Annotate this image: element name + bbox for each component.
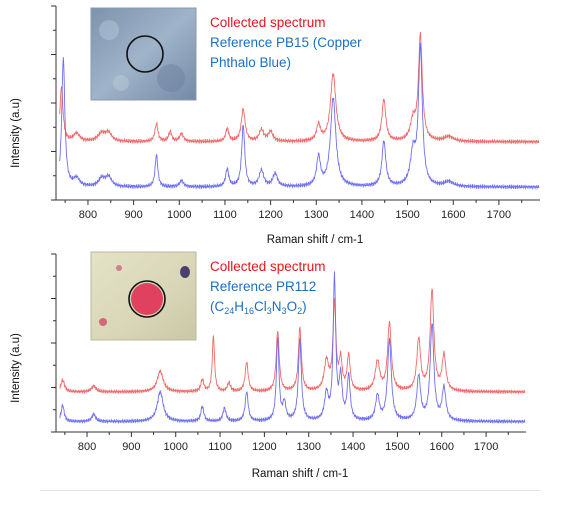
x-tick-label: 1200	[252, 441, 276, 453]
chart-bottom: Collected spectrum Reference PR112 (C24H…	[0, 250, 567, 513]
y-axis-title-bottom: Intensity (a.u)	[10, 333, 22, 403]
x-tick-label: 1500	[395, 209, 419, 221]
x-tick-label: 1400	[350, 209, 374, 221]
x-tick-label: 1400	[341, 441, 365, 453]
chart-top: Collected spectrum Reference PB15 (Coppe…	[0, 0, 567, 250]
legend-collected: Collected spectrum	[210, 15, 326, 30]
collected-spectrum-line	[59, 31, 540, 145]
reference-spectrum-line	[59, 42, 540, 191]
x-tick-label: 1700	[474, 441, 498, 453]
legend-bottom: Collected spectrum Reference PR112 (C24H…	[210, 259, 326, 316]
x-tick-label: 1300	[296, 441, 320, 453]
legend-reference-detail: Phthalo Blue)	[210, 55, 291, 70]
plot-area-top: 800 900 1000 1100 1200 1300 1400 1500 1600 1700	[51, 5, 540, 221]
legend-collected: Collected spectrum	[210, 259, 326, 274]
x-tick-label: 900	[122, 441, 140, 453]
chart-top-svg: Collected spectrum Reference PB15 (Coppe…	[10, 5, 540, 246]
legend-reference: Reference PB15 (Copper	[210, 35, 362, 50]
x-tick-label: 1600	[430, 441, 454, 453]
inset-photo-bottom	[90, 251, 197, 341]
inset-photo-top	[90, 7, 197, 101]
x-tick-label: 1200	[258, 209, 282, 221]
x-tick-label: 900	[124, 209, 142, 221]
x-tick-label: 1000	[163, 441, 187, 453]
chart-bottom-svg: Collected spectrum Reference PR112 (C24H…	[10, 251, 526, 480]
x-tick-label: 1000	[167, 209, 191, 221]
legend-top: Collected spectrum Reference PB15 (Coppe…	[210, 15, 362, 70]
collected-spectrum-line	[59, 288, 526, 395]
x-tick-label: 1700	[487, 209, 511, 221]
x-tick-label: 1100	[208, 441, 232, 453]
legend-reference-formula: (C24H16Cl3N3O2)	[210, 299, 307, 316]
x-tick-label: 1500	[385, 441, 409, 453]
x-axis-title-bottom: Raman shift / cm-1	[252, 468, 349, 480]
reference-spectrum-line	[59, 271, 526, 425]
y-axis-title-top: Intensity (a.u)	[10, 98, 22, 168]
footer-divider	[40, 490, 540, 491]
legend-reference: Reference PR112	[210, 279, 316, 294]
x-tick-label: 1300	[304, 209, 328, 221]
x-tick-label: 1600	[441, 209, 465, 221]
plot-area-bottom: 800 900 1000 1100 1200 1300 1400 1500 1600 1700	[51, 253, 526, 453]
x-tick-label: 800	[79, 209, 97, 221]
x-tick-label: 800	[78, 441, 96, 453]
x-tick-label: 1100	[213, 209, 237, 221]
x-axis-title-top: Raman shift / cm-1	[267, 234, 364, 246]
